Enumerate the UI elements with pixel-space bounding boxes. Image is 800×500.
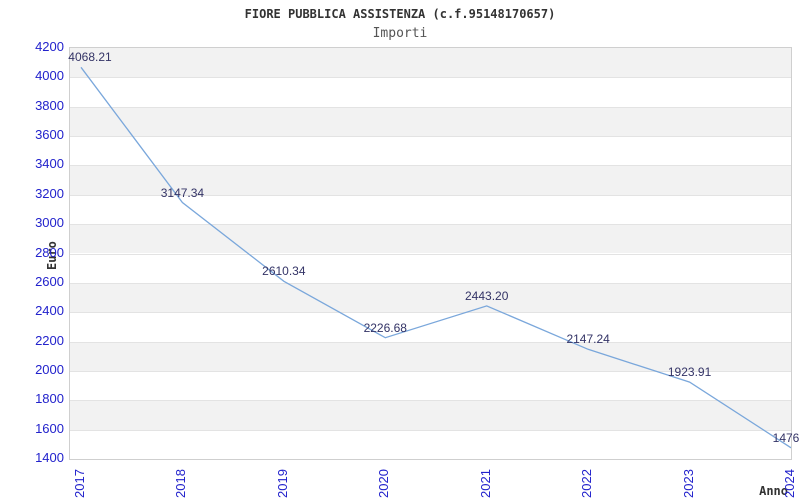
y-tick-label: 2200: [35, 332, 64, 348]
data-point-label: 4068.21: [68, 50, 112, 65]
y-tick-label: 4000: [35, 68, 64, 84]
y-tick-label: 2000: [35, 361, 64, 377]
plot-band: [70, 194, 791, 225]
x-tick-label: 2021: [477, 469, 493, 498]
x-tick-label: 2017: [72, 469, 87, 498]
y-tick-label: 2600: [35, 273, 64, 289]
plot-area: 4068.21 3147.34 2610.34 2226.68 2443.20 2147.…: [68, 47, 800, 460]
y-tick-label: 3400: [35, 156, 64, 172]
y-tick-label: 4200: [35, 39, 64, 54]
plot-band: [70, 136, 791, 166]
data-point-label: 1476.2: [772, 430, 800, 445]
x-tick-label: 2024: [782, 469, 797, 498]
y-tick-label: 2800: [35, 244, 64, 260]
x-axis-title: Anno: [759, 484, 788, 498]
data-point-label: 3147.34: [160, 185, 205, 200]
data-point-label: 2226.68: [363, 320, 407, 335]
plot-band: [70, 106, 791, 137]
y-tick-label: 1600: [35, 420, 64, 436]
chart-title: FIORE PUBBLICA ASSISTENZA (c.f.951481706…: [244, 7, 556, 21]
x-tick-label: 2020: [376, 469, 392, 498]
plot-band: [70, 282, 791, 313]
y-tick-label: 3600: [35, 127, 64, 143]
x-tick-label: 2018: [173, 469, 189, 498]
y-tick-label: 1800: [35, 391, 64, 407]
plot-band: [70, 48, 791, 78]
y-tick-label: 3200: [35, 185, 64, 201]
data-point-label: 2147.24: [566, 332, 610, 347]
chart-subtitle: Importi: [372, 26, 428, 41]
data-point-label: 1923.91: [667, 365, 712, 380]
plot-band: [70, 224, 791, 254]
plot-band: [70, 312, 791, 342]
x-tick-label: 2019: [274, 469, 290, 498]
plot-band: [70, 429, 791, 459]
line-chart-svg: [80, 66, 791, 449]
plot-band: [70, 165, 791, 195]
x-tick-label: 2022: [579, 469, 595, 498]
plot-band: [70, 253, 791, 283]
data-point-label: 2610.34: [262, 264, 306, 279]
series-line: [80, 66, 791, 449]
x-tick-label: 2023: [680, 469, 696, 498]
y-tick-label: 3800: [35, 97, 64, 113]
y-tick-label: 2400: [35, 303, 64, 319]
data-point-label: 2443.20: [465, 288, 509, 303]
y-tick-label: 3000: [35, 215, 64, 231]
plot-band: [70, 400, 791, 430]
y-tick-label: 1400: [35, 450, 64, 465]
plot-band: [70, 77, 791, 107]
plot-band: [70, 341, 791, 371]
